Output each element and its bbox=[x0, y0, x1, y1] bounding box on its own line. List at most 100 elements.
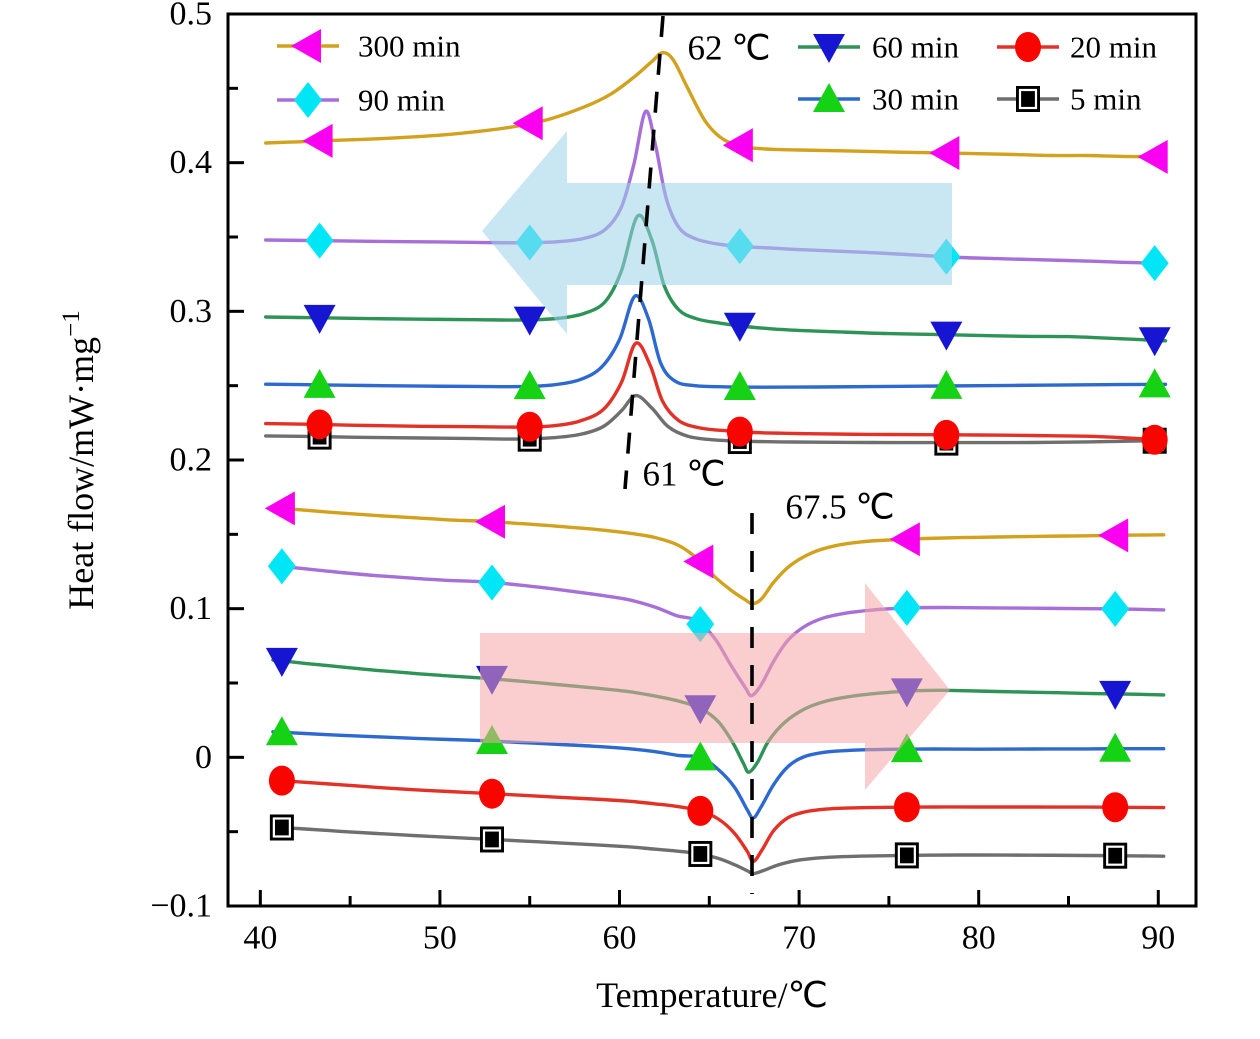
y-tick-label: 0.4 bbox=[170, 144, 213, 181]
triangle-left-marker bbox=[929, 136, 960, 171]
marker-60min bbox=[930, 321, 963, 351]
circle-marker bbox=[268, 765, 295, 796]
marker-300min bbox=[889, 522, 920, 557]
marker-20min bbox=[306, 409, 333, 440]
circle-marker bbox=[1015, 32, 1041, 62]
legend-label-300min: 300 min bbox=[358, 29, 461, 64]
marker-90min bbox=[478, 564, 506, 601]
triangle-down-marker bbox=[930, 321, 963, 351]
square-marker-inner bbox=[1106, 845, 1125, 866]
square-marker-inner bbox=[897, 845, 916, 866]
marker-90min bbox=[267, 548, 296, 585]
circle-marker bbox=[516, 411, 543, 442]
marker-20min bbox=[268, 765, 295, 796]
circle-marker bbox=[687, 795, 714, 826]
marker-90min bbox=[1140, 245, 1169, 282]
x-tick-label: 40 bbox=[243, 920, 277, 957]
marker-60min bbox=[265, 647, 298, 677]
triangle-up-marker bbox=[723, 370, 756, 400]
triangle-left-marker bbox=[683, 544, 714, 579]
marker-20min bbox=[893, 792, 920, 823]
series-line-300min-upper bbox=[264, 50, 1168, 159]
legend-label-20min: 20 min bbox=[1070, 30, 1157, 65]
series-line-30min-upper bbox=[264, 293, 1168, 389]
y-tick-label: 0.1 bbox=[170, 590, 213, 627]
marker-5min bbox=[1103, 842, 1128, 869]
legend-marker-300min bbox=[291, 29, 321, 63]
triangle-left-marker bbox=[302, 123, 333, 158]
marker-30min bbox=[684, 741, 717, 771]
legend: 300 min 90 min 60 min 20 min 30 min 5 min bbox=[277, 29, 1157, 118]
legend-entry-30min: 30 min bbox=[798, 82, 959, 117]
triangle-down-marker bbox=[513, 306, 546, 336]
legend-label-5min: 5 min bbox=[1070, 82, 1142, 117]
marker-90min bbox=[305, 222, 334, 259]
series-markers bbox=[264, 106, 1171, 869]
diamond-marker bbox=[478, 564, 506, 601]
y-tick-label: 0 bbox=[195, 739, 212, 776]
y-tick-label: 0.3 bbox=[170, 293, 213, 330]
diamond-marker bbox=[305, 222, 334, 259]
x-tick-label: 70 bbox=[782, 920, 816, 957]
marker-5min bbox=[269, 814, 294, 841]
marker-60min bbox=[513, 306, 546, 336]
diamond-marker bbox=[294, 82, 322, 118]
marker-300min bbox=[302, 123, 333, 158]
legend-marker-90min bbox=[294, 82, 322, 118]
triangle-up-marker bbox=[1138, 368, 1171, 398]
legend-marker-30min bbox=[813, 83, 845, 112]
legend-entry-5min: 5 min bbox=[997, 82, 1142, 117]
circle-marker bbox=[893, 792, 920, 823]
triangle-left-marker bbox=[722, 128, 753, 163]
legend-marker-60min bbox=[813, 34, 845, 63]
marker-90min bbox=[1101, 590, 1130, 627]
circle-marker bbox=[479, 778, 505, 809]
marker-20min bbox=[1141, 424, 1168, 455]
marker-30min bbox=[930, 369, 963, 399]
marker-20min bbox=[687, 795, 714, 826]
triangle-left-marker bbox=[889, 522, 920, 557]
triangle-down-marker bbox=[723, 312, 756, 342]
x-axis: 40 50 60 70 80 90 Temperature/℃ bbox=[243, 890, 1175, 1015]
marker-300min bbox=[929, 136, 960, 171]
marker-60min bbox=[723, 312, 756, 342]
y-axis-title: Heat flow/mW·mg−1 bbox=[58, 310, 101, 610]
triangle-up-marker bbox=[1099, 732, 1132, 762]
diamond-marker bbox=[892, 589, 921, 626]
marker-300min bbox=[1137, 139, 1168, 174]
triangle-left-marker bbox=[291, 29, 321, 63]
series-line-5min-upper bbox=[264, 393, 1168, 445]
series-line-20min-upper bbox=[264, 341, 1168, 443]
square-marker-inner bbox=[1018, 88, 1038, 110]
legend-marker-5min bbox=[1016, 86, 1040, 112]
marker-20min bbox=[726, 416, 753, 447]
marker-300min bbox=[264, 491, 295, 526]
peak-shift-guide bbox=[623, 15, 665, 490]
marker-300min bbox=[512, 106, 543, 141]
triangle-left-marker bbox=[475, 504, 505, 539]
peak-temp-5min: 61 ℃ bbox=[642, 455, 725, 494]
triangle-up-marker bbox=[265, 716, 298, 746]
marker-30min bbox=[303, 368, 336, 398]
marker-300min bbox=[475, 504, 505, 539]
marker-90min bbox=[892, 589, 921, 626]
marker-60min bbox=[1138, 327, 1171, 357]
marker-60min bbox=[1099, 680, 1132, 710]
marker-5min bbox=[894, 842, 919, 869]
shift-arrow-right bbox=[480, 583, 950, 790]
diamond-marker bbox=[1101, 590, 1130, 627]
y-tick-label: 0.2 bbox=[170, 442, 213, 479]
triangle-left-marker bbox=[512, 106, 543, 141]
marker-20min bbox=[933, 419, 960, 450]
x-tick-label: 60 bbox=[603, 920, 637, 957]
marker-300min bbox=[683, 544, 714, 579]
x-tick-label: 80 bbox=[962, 920, 996, 957]
legend-entry-300min: 300 min bbox=[277, 29, 461, 64]
marker-20min bbox=[516, 411, 543, 442]
triangle-left-marker bbox=[264, 491, 295, 526]
series-line-300min-lower bbox=[271, 505, 1166, 606]
circle-marker bbox=[933, 419, 960, 450]
x-tick-label: 90 bbox=[1141, 920, 1175, 957]
y-tick-label: 0.5 bbox=[170, 0, 213, 33]
